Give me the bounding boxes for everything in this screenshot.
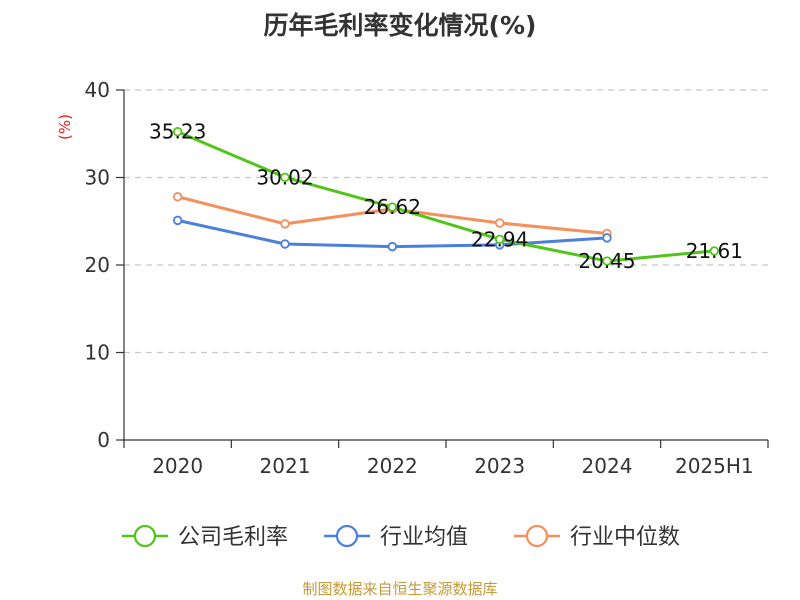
x-tick-label: 2020 xyxy=(152,454,203,478)
series-line xyxy=(177,130,715,263)
y-tick-label: 20 xyxy=(85,253,110,277)
data-point xyxy=(494,218,505,228)
data-label: 21.61 xyxy=(686,239,743,263)
data-point xyxy=(387,202,398,212)
x-tick-label: 2025H1 xyxy=(675,454,754,478)
data-label: 26.62 xyxy=(364,195,421,219)
data-label: 22.94 xyxy=(471,227,528,251)
data-point xyxy=(280,219,290,229)
data-point xyxy=(602,233,612,243)
y-tick-label: 30 xyxy=(85,166,110,190)
data-point xyxy=(387,241,398,252)
data-point xyxy=(172,127,183,137)
data-point xyxy=(709,246,720,256)
legend-label: 公司毛利率 xyxy=(178,525,288,550)
x-tick-label: 2022 xyxy=(367,454,418,478)
y-axis-label: (%) xyxy=(56,114,74,140)
data-point xyxy=(280,172,290,183)
data-point xyxy=(172,215,183,226)
y-tick-label: 10 xyxy=(85,341,110,365)
data-point xyxy=(602,256,612,266)
y-tick-label: 40 xyxy=(85,78,110,102)
data-point xyxy=(172,192,183,202)
legend-marker xyxy=(525,524,549,548)
data-label: 35.23 xyxy=(149,120,206,144)
legend-label: 行业中位数 xyxy=(570,525,680,550)
data-label: 30.02 xyxy=(256,165,313,189)
chart-title: 历年毛利率变化情况(%) xyxy=(263,11,537,40)
x-tick-label: 2024 xyxy=(582,454,633,478)
legend-label: 行业均值 xyxy=(380,525,468,550)
x-tick-label: 2023 xyxy=(474,454,525,478)
legend-marker xyxy=(335,524,359,548)
y-tick-label: 0 xyxy=(97,428,110,452)
data-source-note: 制图数据来自恒生聚源数据库 xyxy=(302,580,498,598)
data-label: 20.45 xyxy=(578,249,635,273)
data-point xyxy=(494,234,505,244)
x-tick-label: 2021 xyxy=(260,454,311,478)
legend-marker xyxy=(133,524,157,548)
data-point xyxy=(280,239,290,249)
